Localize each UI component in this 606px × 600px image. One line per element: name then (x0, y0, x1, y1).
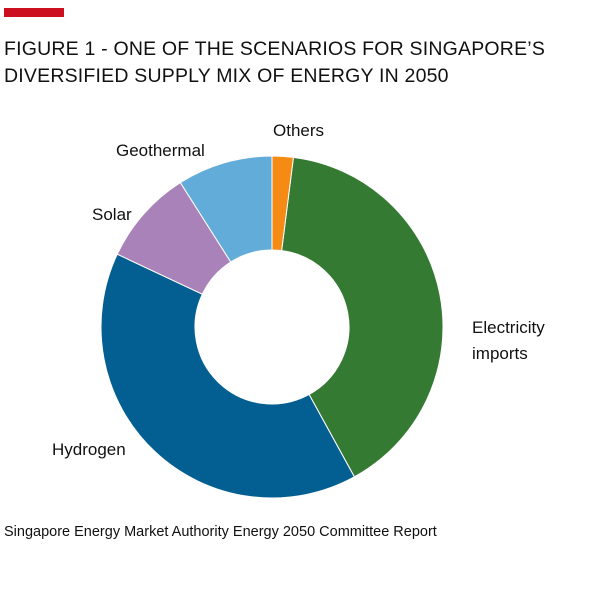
label-solar: Solar (92, 205, 132, 224)
label-hydrogen: Hydrogen (52, 440, 126, 459)
source-note: Singapore Energy Market Authority Energy… (4, 524, 437, 540)
figure-title-line-1: FIGURE 1 - ONE OF THE SCENARIOS FOR SING… (4, 38, 546, 60)
slice-labels: Electricity imports Hydrogen Solar Geotherma… (52, 121, 545, 459)
label-others: Others (273, 121, 324, 140)
slice-others (271, 155, 294, 252)
slice-electricity-imports (281, 156, 444, 478)
donut-slices (100, 155, 444, 499)
figure-title-line-2: DIVERSIFIED SUPPLY MIX OF ENERGY IN 2050 (4, 65, 449, 87)
figure-title: FIGURE 1 - ONE OF THE SCENARIOS FOR SING… (4, 36, 600, 90)
donut-chart: Electricity imports Hydrogen Solar Geotherma… (52, 121, 545, 499)
label-geothermal: Geothermal (116, 141, 205, 160)
accent-bar (4, 8, 64, 17)
slice-hydrogen (100, 253, 356, 499)
label-electricity-imports: Electricity imports (472, 318, 545, 363)
